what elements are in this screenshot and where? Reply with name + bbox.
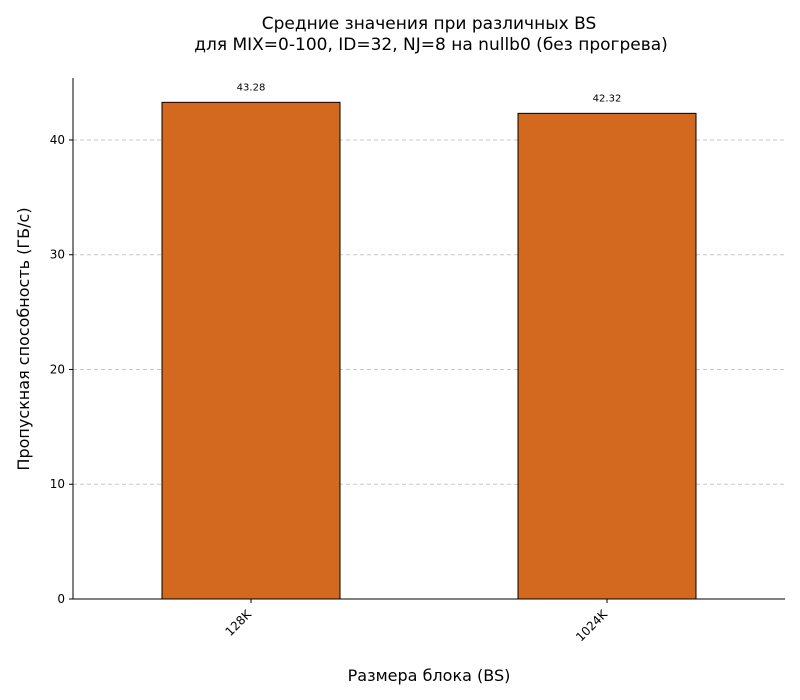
y-tick-label-0: 0 [57,592,65,606]
x-axis-label: Размера блока (BS) [348,666,511,685]
y-axis-label: Пропускная способность (ГБ/с) [14,207,33,470]
chart-title-line-2: для MIX=0-100, ID=32, NJ=8 на nullb0 (бе… [194,35,668,55]
value-label-128K: 43.28 [237,82,266,93]
y-tick-label-1: 10 [50,477,65,491]
bar-128K [161,101,341,600]
axes [72,78,785,600]
y-ticks: 0 10 20 30 40 [50,133,73,606]
y-tick-label-4: 40 [50,133,65,147]
chart-title-line-1: Средние значения при различных BS [262,14,597,34]
y-tick-label-3: 30 [50,248,65,262]
x-tick-label-1: 1024K [573,606,611,644]
value-label-1024K: 42.32 [593,93,622,104]
chart-title: Средние значения при различных BS для MI… [194,14,668,55]
value-labels: 43.28 42.32 [237,82,622,104]
y-tick-label-2: 20 [50,362,65,376]
bar-1024K [517,112,697,600]
bars [161,101,697,600]
x-ticks: 128K 1024K [222,599,611,644]
x-tick-label-0: 128K [222,606,254,638]
